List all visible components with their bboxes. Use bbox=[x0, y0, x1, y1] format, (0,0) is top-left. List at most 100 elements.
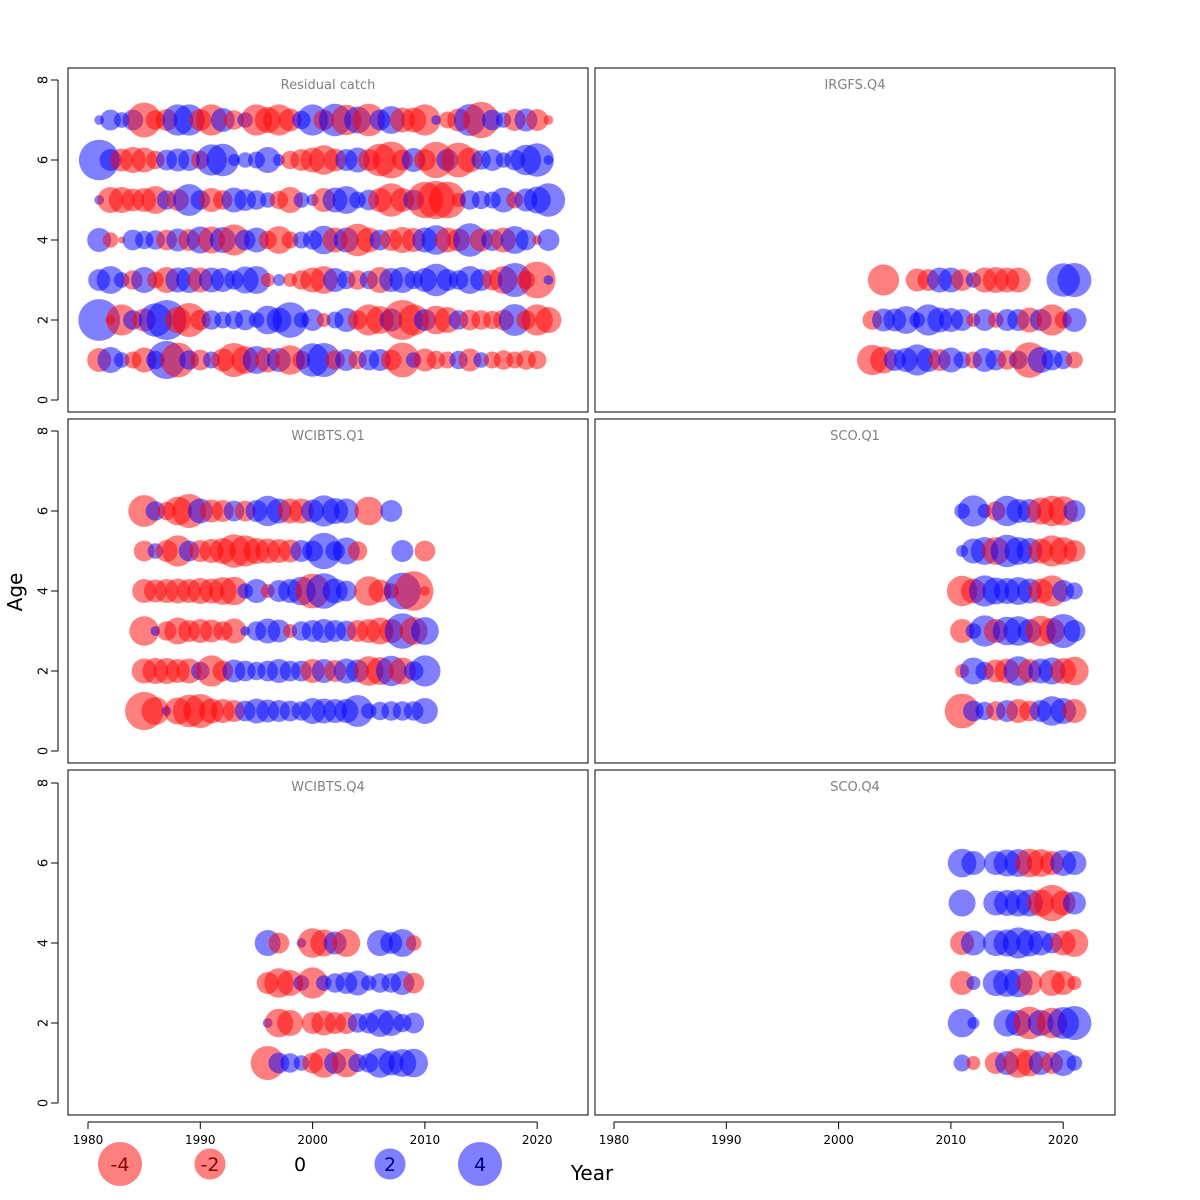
residual-bubble bbox=[951, 269, 974, 291]
residual-bubble bbox=[221, 618, 247, 644]
residual-bubble bbox=[481, 109, 503, 131]
y-axis-label: Age bbox=[3, 573, 27, 612]
residual-bubble bbox=[335, 580, 357, 602]
residual-bubble bbox=[1065, 582, 1083, 600]
panel-title: Residual catch bbox=[281, 78, 376, 93]
residual-bubble bbox=[219, 576, 249, 606]
residual-bubble bbox=[341, 695, 374, 727]
residual-bubble bbox=[254, 147, 281, 173]
residual-bubble bbox=[1065, 351, 1083, 369]
residual-bubble bbox=[102, 232, 119, 248]
residual-bubble bbox=[528, 350, 547, 370]
residual-bubble bbox=[1062, 699, 1087, 723]
residual-bubble bbox=[867, 264, 900, 296]
residual-bubble bbox=[951, 309, 974, 331]
y-tick-label: 4 bbox=[37, 587, 52, 595]
x-tick-label: 2010 bbox=[936, 1133, 967, 1147]
residual-bubble bbox=[100, 109, 121, 131]
residual-bubble bbox=[206, 143, 240, 177]
residual-bubble bbox=[242, 266, 271, 294]
residual-bubble bbox=[960, 930, 986, 956]
residual-bubble bbox=[892, 306, 920, 334]
y-axis: 0 2 4 6 8 bbox=[37, 76, 59, 404]
residual-bubble bbox=[537, 229, 560, 251]
residual-bubble bbox=[1067, 976, 1082, 990]
legend-label: 2 bbox=[384, 1154, 396, 1176]
panel-wcibts-q4: WCIBTS.Q4 0 2 4 6 8 bbox=[37, 769, 589, 1116]
residual-bubble bbox=[354, 496, 384, 526]
panel-frame bbox=[67, 67, 589, 413]
residual-bubble bbox=[405, 935, 422, 951]
residual-bubble bbox=[543, 155, 554, 165]
residual-bubble bbox=[1005, 267, 1031, 293]
panel-title: WCIBTS.Q1 bbox=[291, 429, 365, 444]
panel-wcibts-q1: WCIBTS.Q1 0 2 4 6 8 bbox=[37, 418, 589, 764]
residual-bubble bbox=[1050, 1050, 1077, 1076]
y-tick-label: 8 bbox=[37, 427, 52, 435]
residual-bubble bbox=[1062, 851, 1087, 875]
residual-bubble bbox=[950, 619, 975, 643]
residual-bubble bbox=[481, 149, 504, 171]
panel-frame bbox=[67, 769, 589, 1116]
residual-bubble bbox=[272, 302, 308, 338]
y-tick-label: 8 bbox=[37, 779, 52, 787]
residual-bubble bbox=[1057, 263, 1092, 297]
y-axis: 0 2 4 6 8 bbox=[37, 427, 59, 755]
panel-title: WCIBTS.Q4 bbox=[291, 780, 365, 795]
residual-bubble bbox=[129, 616, 159, 646]
residual-bubble bbox=[280, 1053, 300, 1073]
residual-bubble bbox=[961, 851, 986, 875]
residual-bubble bbox=[1066, 1055, 1083, 1071]
residual-bubble bbox=[388, 929, 417, 957]
legend-label: 0 bbox=[294, 1154, 306, 1176]
panel-frame bbox=[594, 769, 1116, 1116]
x-tick-label: 1990 bbox=[185, 1133, 216, 1147]
residual-bubble bbox=[1060, 929, 1089, 957]
x-tick-label: 1980 bbox=[73, 1133, 104, 1147]
residual-bubble bbox=[333, 498, 359, 524]
x-tick-label: 2020 bbox=[1048, 1133, 1079, 1147]
panel-residual-catch: Residual catch 0 2 4 6 8 bbox=[37, 67, 589, 413]
residual-bubble bbox=[409, 655, 441, 687]
residual-bubble bbox=[526, 109, 549, 131]
panel-title: SCO.Q1 bbox=[830, 429, 880, 444]
residual-bubble bbox=[244, 579, 269, 603]
residual-bubble bbox=[332, 929, 361, 957]
residual-bubble bbox=[429, 181, 466, 219]
residual-bubble bbox=[260, 273, 275, 287]
residual-bubble bbox=[96, 266, 125, 294]
residual-bubble bbox=[520, 143, 554, 177]
residual-bubble bbox=[403, 972, 425, 994]
panel-frame bbox=[594, 418, 1116, 764]
x-tick-label: 2020 bbox=[522, 1133, 553, 1147]
residual-bubble bbox=[1036, 304, 1068, 336]
residual-bubble bbox=[947, 1008, 977, 1038]
residual-bubble bbox=[458, 348, 482, 372]
panel-frame bbox=[594, 67, 1116, 413]
residual-bubble bbox=[518, 261, 556, 299]
residual-bubble bbox=[1063, 620, 1086, 642]
residual-bubble bbox=[543, 115, 554, 125]
residual-bubble bbox=[301, 309, 324, 331]
residual-bubble bbox=[953, 1054, 971, 1072]
residual-bubble bbox=[543, 275, 554, 285]
residual-bubble bbox=[385, 342, 420, 378]
residual-bubble bbox=[268, 932, 290, 954]
panel-title: SCO.Q4 bbox=[830, 780, 880, 795]
x-tick-label: 1990 bbox=[711, 1133, 742, 1147]
residual-bubble bbox=[267, 619, 291, 643]
x-tick-label: 1980 bbox=[599, 1133, 630, 1147]
residual-bubble bbox=[380, 500, 403, 522]
y-tick-label: 6 bbox=[37, 156, 52, 164]
residual-bubble bbox=[297, 967, 329, 999]
residual-bubble bbox=[228, 154, 240, 166]
legend-bubble bbox=[98, 1142, 142, 1186]
residual-bubble bbox=[966, 976, 981, 990]
legend-bubble bbox=[374, 1148, 406, 1180]
residual-bubble bbox=[272, 274, 285, 286]
residual-bubble bbox=[391, 540, 414, 562]
x-tick-label: 2000 bbox=[297, 1133, 328, 1147]
residual-bubble bbox=[411, 698, 438, 724]
legend-label: 4 bbox=[474, 1154, 486, 1176]
